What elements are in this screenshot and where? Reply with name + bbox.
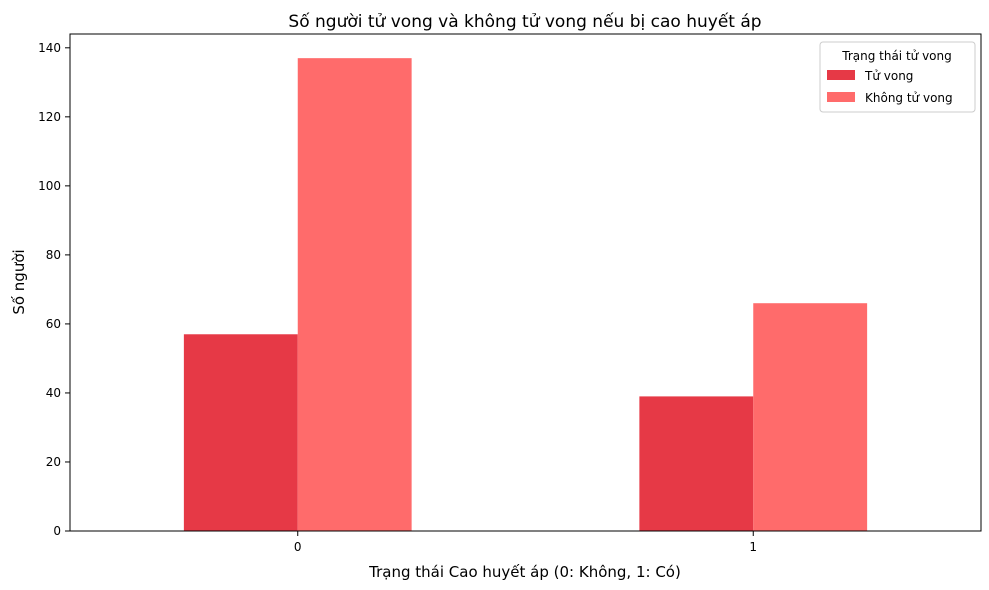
bar-series0-cat0 <box>183 334 298 531</box>
legend-box <box>819 41 976 113</box>
legend: Trạng thái tử vong Tử vong Không tử vong <box>819 41 976 113</box>
y-tick-label: 40 <box>46 386 61 400</box>
chart-title: Số người tử vong và không tử vong nếu bị… <box>288 11 761 32</box>
y-axis-label: Số người <box>10 249 28 314</box>
legend-title: Trạng thái tử vong <box>841 49 952 63</box>
y-tick-label: 120 <box>38 110 61 124</box>
legend-label-tu-vong: Tử vong <box>864 69 913 83</box>
y-tick-label: 60 <box>46 317 61 331</box>
legend-swatch-tu-vong <box>827 70 855 80</box>
legend-swatch-khong-tu-vong <box>827 92 855 102</box>
y-axis-ticks: 0 20 40 60 80 100 120 140 <box>38 41 70 538</box>
bar-series0-cat1 <box>639 396 754 531</box>
y-tick-label: 100 <box>38 179 61 193</box>
x-tick-label: 1 <box>749 540 757 554</box>
y-tick-label: 80 <box>46 248 61 262</box>
bar-series1-cat1 <box>753 303 868 531</box>
bars-group <box>183 58 868 531</box>
y-tick-label: 140 <box>38 41 61 55</box>
legend-label-khong-tu-vong: Không tử vong <box>865 91 953 105</box>
y-tick-label: 0 <box>53 524 61 538</box>
plot-frame <box>69 33 982 532</box>
x-tick-label: 0 <box>294 540 302 554</box>
bar-series1-cat0 <box>297 58 412 531</box>
y-tick-label: 20 <box>46 455 61 469</box>
x-axis-label: Trạng thái Cao huyết áp (0: Không, 1: Có… <box>368 563 681 581</box>
